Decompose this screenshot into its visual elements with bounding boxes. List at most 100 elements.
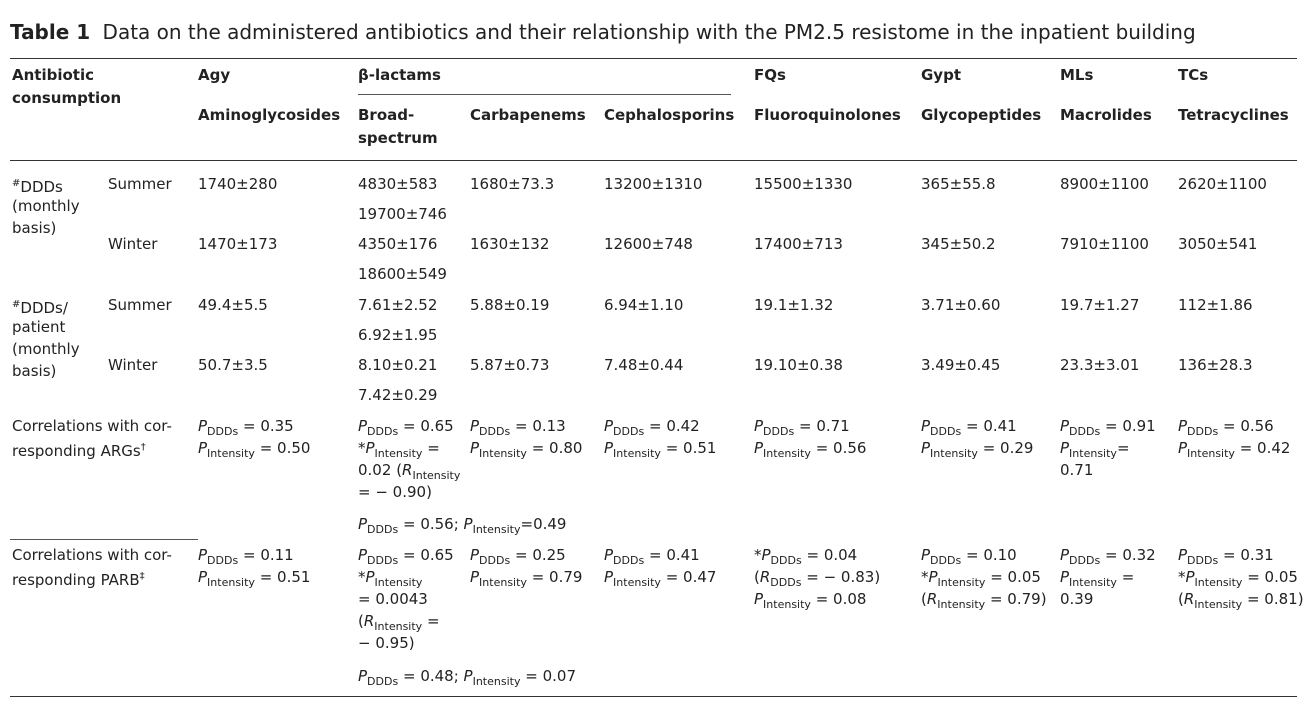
cell-value: 7.42±0.29	[358, 386, 438, 404]
header-ceph: Cephalosporins	[604, 106, 735, 124]
cell-value: 5.88±0.19	[470, 296, 550, 314]
cell-value: 345±50.2	[921, 235, 996, 253]
p-intensity: *PIntensity = 0.05	[921, 568, 1041, 589]
season-summer: Summer	[108, 175, 172, 193]
header-abbr-ml: MLs	[1060, 66, 1094, 84]
p-intensity-value: = 0.0043	[358, 590, 428, 608]
table-label: Table 1	[10, 20, 91, 44]
cell-value: 6.94±1.10	[604, 296, 684, 314]
header-rule	[10, 160, 1297, 161]
cell-value: 49.4±5.5	[198, 296, 268, 314]
header-abbr-gy: Gypt	[921, 66, 961, 84]
cell-value: 6.92±1.95	[358, 326, 438, 344]
r-intensity: (RIntensity = 0.81)	[1178, 590, 1304, 611]
cell-value: 1680±73.3	[470, 175, 555, 193]
row-label-dddp: #DDDs/	[12, 294, 68, 319]
row-label-args: responding ARGs†	[12, 437, 146, 462]
cell-value: 2620±1100	[1178, 175, 1267, 193]
row-label-parb-2: responding PARB	[12, 571, 140, 589]
cell-value: 50.7±3.5	[198, 356, 268, 374]
season-winter: Winter	[108, 356, 158, 374]
cell-value: 1630±132	[470, 235, 550, 253]
r-intensity: (RIntensity =	[358, 612, 440, 633]
p-ddds: PDDDs = 0.41	[921, 417, 1017, 438]
r-intensity: 0.02 (RIntensity	[358, 461, 461, 482]
season-summer: Summer	[108, 296, 172, 314]
bottom-rule	[10, 696, 1297, 697]
double-dagger-mark: ‡	[139, 571, 145, 582]
header-gy: Glycopeptides	[921, 106, 1042, 124]
top-rule	[10, 58, 1297, 59]
cell-value: 15500±1330	[754, 175, 853, 193]
r-value: − 0.95)	[358, 634, 415, 652]
table-caption: Table 1 Data on the administered antibio…	[10, 20, 1196, 44]
season-winter: Winter	[108, 235, 158, 253]
p-intensity: PIntensity = 0.51	[198, 568, 311, 589]
p-ddds: PDDDs = 0.65	[358, 546, 454, 567]
p-ddds: PDDDs = 0.32	[1060, 546, 1156, 567]
cell-value: 3050±541	[1178, 235, 1258, 253]
header-antibiotic: Antibiotic	[12, 66, 94, 84]
p-pair: PDDDs = 0.48; PIntensity = 0.07	[358, 667, 576, 688]
p-intensity: PIntensity = 0.47	[604, 568, 717, 589]
row-label-dddp-1: DDDs/	[20, 299, 68, 317]
hash-mark: #	[12, 299, 21, 310]
cell-value: 17400±713	[754, 235, 843, 253]
hash-mark: #	[12, 178, 21, 189]
header-abbr-agy: Agy	[198, 66, 231, 84]
cell-value: 13200±1310	[604, 175, 703, 193]
p-ddds: PDDDs = 0.71	[754, 417, 850, 438]
cell-value: 1470±173	[198, 235, 278, 253]
cell-value: 136±28.3	[1178, 356, 1253, 374]
cell-value: 19700±746	[358, 205, 447, 223]
p-ddds: PDDDs = 0.42	[604, 417, 700, 438]
row-label-ddd: #DDDs	[12, 173, 63, 198]
row-label-parb-1: Correlations with cor-	[12, 546, 172, 564]
cell-value: 7910±1100	[1060, 235, 1149, 253]
cell-value: 7.61±2.52	[358, 296, 438, 314]
p-ddds: PDDDs = 0.25	[470, 546, 566, 567]
cell-value: 12600±748	[604, 235, 693, 253]
table-title: Data on the administered antibiotics and…	[102, 20, 1196, 44]
row-label-dddp-4: basis)	[12, 362, 57, 380]
p-ddds: PDDDs = 0.31	[1178, 546, 1274, 567]
header-broad-2: spectrum	[358, 129, 438, 147]
r-intensity: (RIntensity = 0.79)	[921, 590, 1047, 611]
cell-value: 19.10±0.38	[754, 356, 843, 374]
p-intensity: PIntensity = 0.79	[470, 568, 583, 589]
header-abbr-fq: FQs	[754, 66, 786, 84]
p-intensity: PIntensity = 0.50	[198, 439, 311, 460]
r-value: = − 0.90)	[358, 483, 432, 501]
p-intensity: PIntensity = 0.51	[604, 439, 717, 460]
header-ml: Macrolides	[1060, 106, 1152, 124]
header-carb: Carbapenems	[470, 106, 586, 124]
p-ddds: PDDDs = 0.10	[921, 546, 1017, 567]
row-label-ddd-1: DDDs	[20, 178, 63, 196]
p-ddds: PDDDs = 0.35	[198, 417, 294, 438]
cell-value: 19.7±1.27	[1060, 296, 1140, 314]
cell-value: 365±55.8	[921, 175, 996, 193]
p-ddds: PDDDs = 0.56	[1178, 417, 1274, 438]
row-label-dddp-2: patient	[12, 318, 66, 336]
p-intensity: *PIntensity	[358, 568, 423, 589]
p-intensity: PIntensity =	[1060, 568, 1135, 589]
p-intensity: *PIntensity = 0.05	[1178, 568, 1298, 589]
row-label-args-1: Correlations with cor-	[12, 417, 172, 435]
cell-value: 1740±280	[198, 175, 278, 193]
p-intensity-value: 0.39	[1060, 590, 1094, 608]
p-intensity-value: 0.71	[1060, 461, 1094, 479]
header-fq: Fluoroquinolones	[754, 106, 901, 124]
blactam-span-rule	[358, 94, 731, 95]
cell-value: 8.10±0.21	[358, 356, 438, 374]
p-ddds: PDDDs = 0.13	[470, 417, 566, 438]
cell-value: 4830±583	[358, 175, 438, 193]
header-agy: Aminoglycosides	[198, 106, 341, 124]
row-label-args-2: responding ARGs	[12, 442, 141, 460]
p-intensity: PIntensity = 0.42	[1178, 439, 1291, 460]
header-consumption: consumption	[12, 89, 122, 107]
p-ddds: *PDDDs = 0.04	[754, 546, 858, 567]
p-intensity: PIntensity = 0.08	[754, 590, 867, 611]
header-broad-1: Broad-	[358, 106, 415, 124]
header-abbr-bl: β-lactams	[358, 66, 441, 84]
section-rule	[10, 539, 198, 540]
